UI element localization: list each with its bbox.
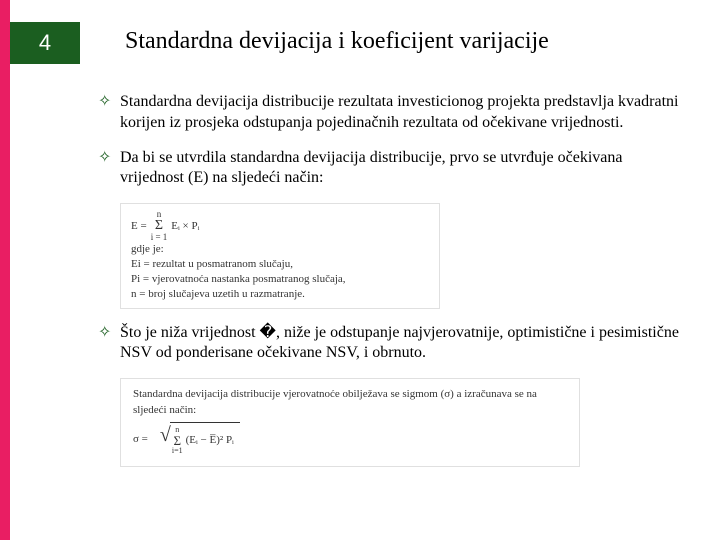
sqrt-icon: √ n Σ i=1 (Eᵢ − E̅)² Pᵢ xyxy=(170,422,240,458)
formula-box-2: Standardna devijacija distribucije vjero… xyxy=(120,378,580,467)
sigma-label: σ = xyxy=(133,432,148,447)
formula-line-1: Ei = rezultat u posmatranom slučaju, xyxy=(131,257,429,272)
where-label: gdje je: xyxy=(131,242,429,257)
sum-bottom-2: i=1 xyxy=(172,447,183,455)
sqrt-inside: (Eᵢ − E̅)² Pᵢ xyxy=(186,433,234,448)
sigma-icon: n Σ i = 1 xyxy=(151,210,168,242)
slide-number-box: 4 xyxy=(10,22,80,64)
eq-left: E = xyxy=(131,219,147,234)
bullet-1-text: Standardna devijacija distribucije rezul… xyxy=(120,92,688,134)
bullet-2: ✧ Da bi se utvrdila standardna devijacij… xyxy=(98,148,688,190)
diamond-icon: ✧ xyxy=(98,148,120,190)
slide-title: Standardna devijacija i koeficijent vari… xyxy=(125,28,549,55)
sum-bottom: i = 1 xyxy=(151,233,168,242)
slide-number: 4 xyxy=(39,30,51,56)
formula-box-1: E = n Σ i = 1 Eᵢ × Pᵢ gdje je: Ei = rezu… xyxy=(120,203,440,308)
bullet-3: ✧ Što je niža vrijednost �, niže je odst… xyxy=(98,323,688,365)
formula-line-3: n = broj slučajeva uzetih u razmatranje. xyxy=(131,287,429,302)
pink-sidebar xyxy=(0,0,10,540)
formula-1-equation: E = n Σ i = 1 Eᵢ × Pᵢ xyxy=(131,210,429,242)
content-area: ✧ Standardna devijacija distribucije rez… xyxy=(98,92,688,467)
formula-line-2: Pi = vjerovatnoća nastanka posmatranog s… xyxy=(131,272,429,287)
eq-right: Eᵢ × Pᵢ xyxy=(171,219,199,234)
bullet-3-text: Što je niža vrijednost �, niže je odstup… xyxy=(120,323,688,365)
formula-2-intro: Standardna devijacija distribucije vjero… xyxy=(133,387,567,418)
bullet-1: ✧ Standardna devijacija distribucije rez… xyxy=(98,92,688,134)
diamond-icon: ✧ xyxy=(98,92,120,134)
bullet-2-text: Da bi se utvrdila standardna devijacija … xyxy=(120,148,688,190)
formula-2-equation: σ = √ n Σ i=1 (Eᵢ − E̅)² Pᵢ xyxy=(133,422,567,458)
diamond-icon: ✧ xyxy=(98,323,120,365)
sigma-icon: n Σ i=1 xyxy=(172,426,183,455)
